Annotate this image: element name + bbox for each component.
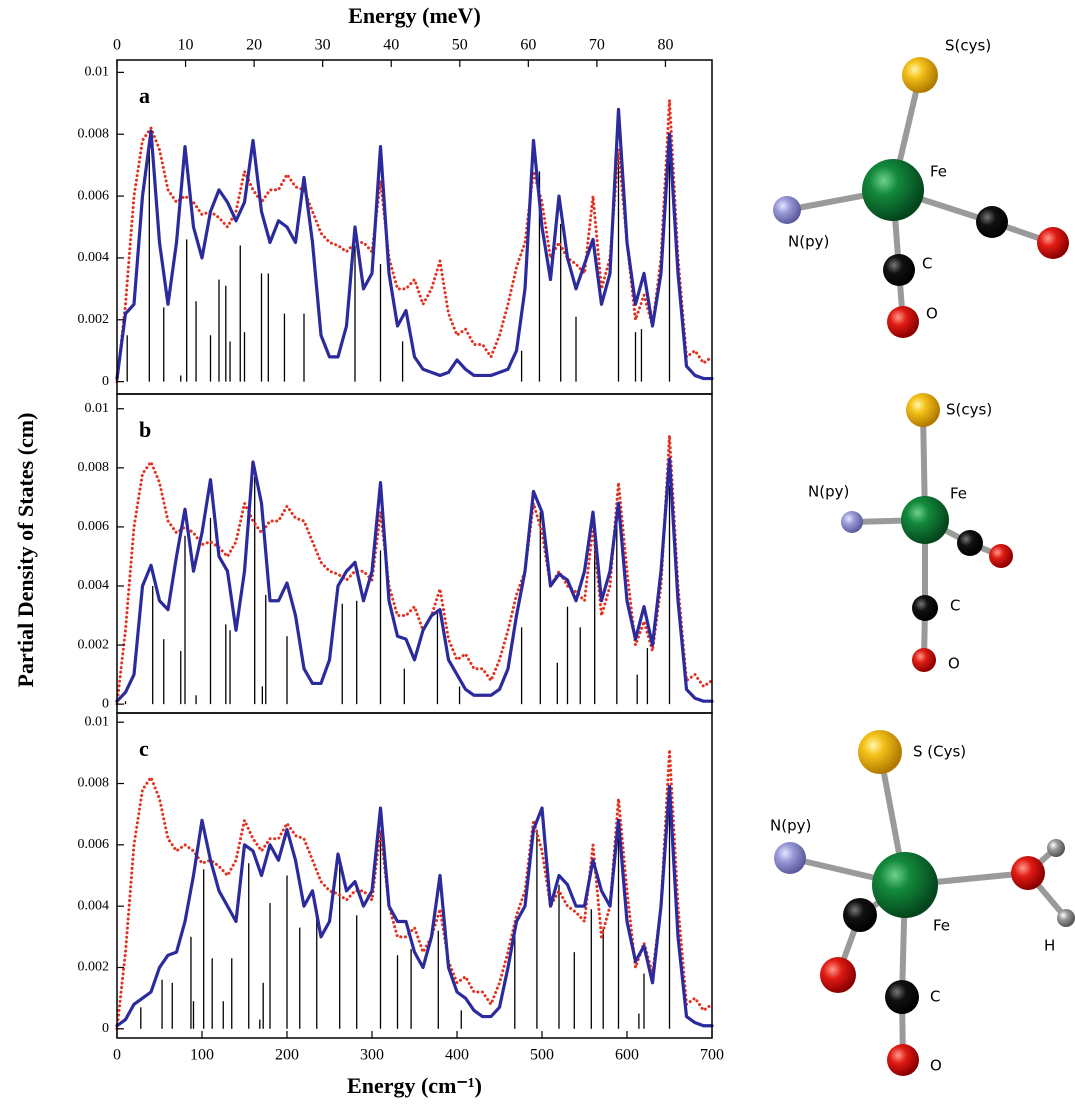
y-tick-label: 0.006 (78, 188, 110, 203)
y-tick-label: 0.008 (78, 776, 110, 791)
figure: 00.0020.0040.0060.0080.01010203040506070… (0, 0, 1075, 1108)
atom-label: O (930, 1057, 942, 1075)
x2-tick-label: 70 (589, 37, 605, 54)
x2-tick-label: 0 (113, 37, 121, 54)
x2-tick-label: 10 (178, 37, 194, 54)
atom-label: O (926, 305, 938, 323)
structure-c: S (Cys) N(py) Fe H C O (770, 730, 1075, 1076)
atom-label: O (948, 655, 960, 673)
y-tick-label: 0.006 (78, 837, 110, 852)
y-tick-label: 0.006 (78, 519, 110, 534)
atom-label: H (1044, 937, 1055, 955)
structure-a: S(cys) Fe N(py) C O (773, 37, 1069, 339)
y-tick-label: 0.002 (78, 637, 110, 652)
atom-label: C (950, 597, 960, 615)
y-tick-label: 0.004 (78, 578, 110, 593)
calculated-curve (117, 459, 712, 701)
x-tick-label: 700 (700, 1047, 724, 1064)
atom-label: S(cys) (945, 37, 991, 55)
atom-label: Fe (930, 163, 947, 181)
atom-label: Fe (950, 485, 967, 503)
x-tick-label: 100 (190, 1047, 214, 1064)
calculated-curve (117, 787, 712, 1026)
atom-label: C (930, 988, 940, 1006)
y-tick-label: 0.01 (85, 401, 110, 416)
y-tick-label: 0.008 (78, 126, 110, 141)
x-tick-label: 200 (275, 1047, 299, 1064)
panel-label: c (139, 736, 149, 761)
x-axis-label: Energy (cm⁻¹) (347, 1073, 482, 1098)
y-tick-label: 0.002 (78, 960, 110, 975)
y-tick-label: 0.01 (85, 714, 110, 729)
structure-b: S(cys) N(py) Fe C O (808, 393, 1013, 673)
x2-axis-label: Energy (meV) (348, 3, 481, 28)
atom-label: N(py) (808, 483, 849, 501)
x2-tick-label: 20 (246, 37, 262, 54)
y-tick-label: 0 (102, 1021, 109, 1036)
y-tick-label: 0.01 (85, 65, 110, 80)
atom-label: N(py) (770, 817, 811, 835)
x2-tick-label: 30 (315, 37, 331, 54)
x2-tick-label: 60 (520, 37, 536, 54)
atom-label: Fe (933, 917, 950, 935)
y-tick-label: 0.008 (78, 460, 110, 475)
atom-label: S (Cys) (913, 743, 966, 761)
x2-tick-label: 80 (657, 37, 673, 54)
y-tick-label: 0.002 (78, 312, 110, 327)
atom-label: N(py) (788, 233, 829, 251)
x-tick-label: 400 (445, 1047, 469, 1064)
panel-label: b (139, 417, 151, 442)
y-axis-label: Partial Density of States (cm) (13, 413, 38, 688)
x-tick-label: 600 (615, 1047, 639, 1064)
x-tick-label: 0 (113, 1047, 121, 1064)
y-tick-label: 0 (102, 374, 109, 389)
y-tick-label: 0.004 (78, 250, 110, 265)
panel-label: a (139, 83, 150, 108)
x2-tick-label: 40 (383, 37, 399, 54)
calculated-curve (117, 109, 712, 378)
y-tick-label: 0 (102, 696, 109, 711)
x2-tick-label: 50 (452, 37, 468, 54)
x-tick-label: 500 (530, 1047, 554, 1064)
atom-label: S(cys) (946, 401, 992, 419)
atom-label: C (922, 255, 932, 273)
x-tick-label: 300 (360, 1047, 384, 1064)
y-tick-label: 0.004 (78, 898, 110, 913)
